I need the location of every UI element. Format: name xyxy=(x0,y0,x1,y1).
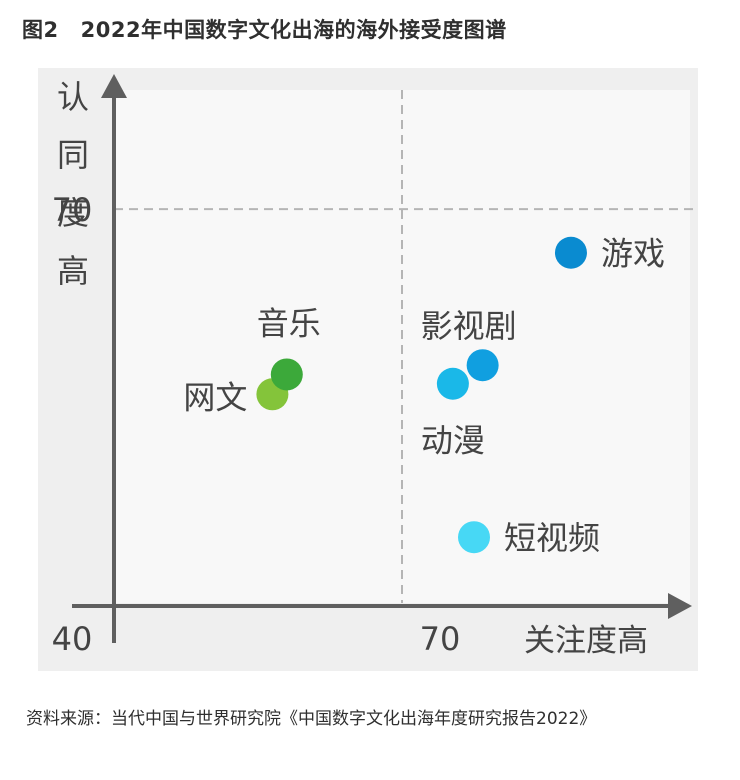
point-label-3: 影视剧 xyxy=(421,307,517,345)
point-1 xyxy=(270,358,303,391)
point-label-1: 音乐 xyxy=(257,304,321,342)
point-2 xyxy=(436,367,469,400)
point-label-4: 游戏 xyxy=(601,235,665,273)
x-axis-arrow-icon xyxy=(668,593,692,619)
x-axis-label: 关注度高 xyxy=(524,623,648,659)
point-label-0: 网文 xyxy=(183,378,247,416)
point-label-5: 短视频 xyxy=(504,519,600,557)
point-label-2: 动漫 xyxy=(421,422,485,460)
y-axis-label: 认同度高 xyxy=(57,78,89,290)
point-4 xyxy=(554,236,587,269)
y-axis-arrow-icon xyxy=(101,74,127,98)
x-tick-label: 70 xyxy=(420,620,461,658)
point-3 xyxy=(466,349,499,382)
chart-panel: 认同度高 70 40 70 关注度高 网文 音乐动漫 影视剧 游戏短视频 xyxy=(38,68,698,671)
figure-title: 图2 2022年中国数字文化出海的海外接受度图谱 xyxy=(22,14,507,44)
y-tick-label: 70 xyxy=(52,191,93,229)
source-note: 资料来源：当代中国与世界研究院《中国数字文化出海年度研究报告2022》 xyxy=(26,709,597,729)
figure-number: 图2 xyxy=(22,18,59,42)
origin-label: 40 xyxy=(52,620,93,658)
point-5 xyxy=(458,521,490,554)
figure-title-text: 2022年中国数字文化出海的海外接受度图谱 xyxy=(80,18,507,42)
